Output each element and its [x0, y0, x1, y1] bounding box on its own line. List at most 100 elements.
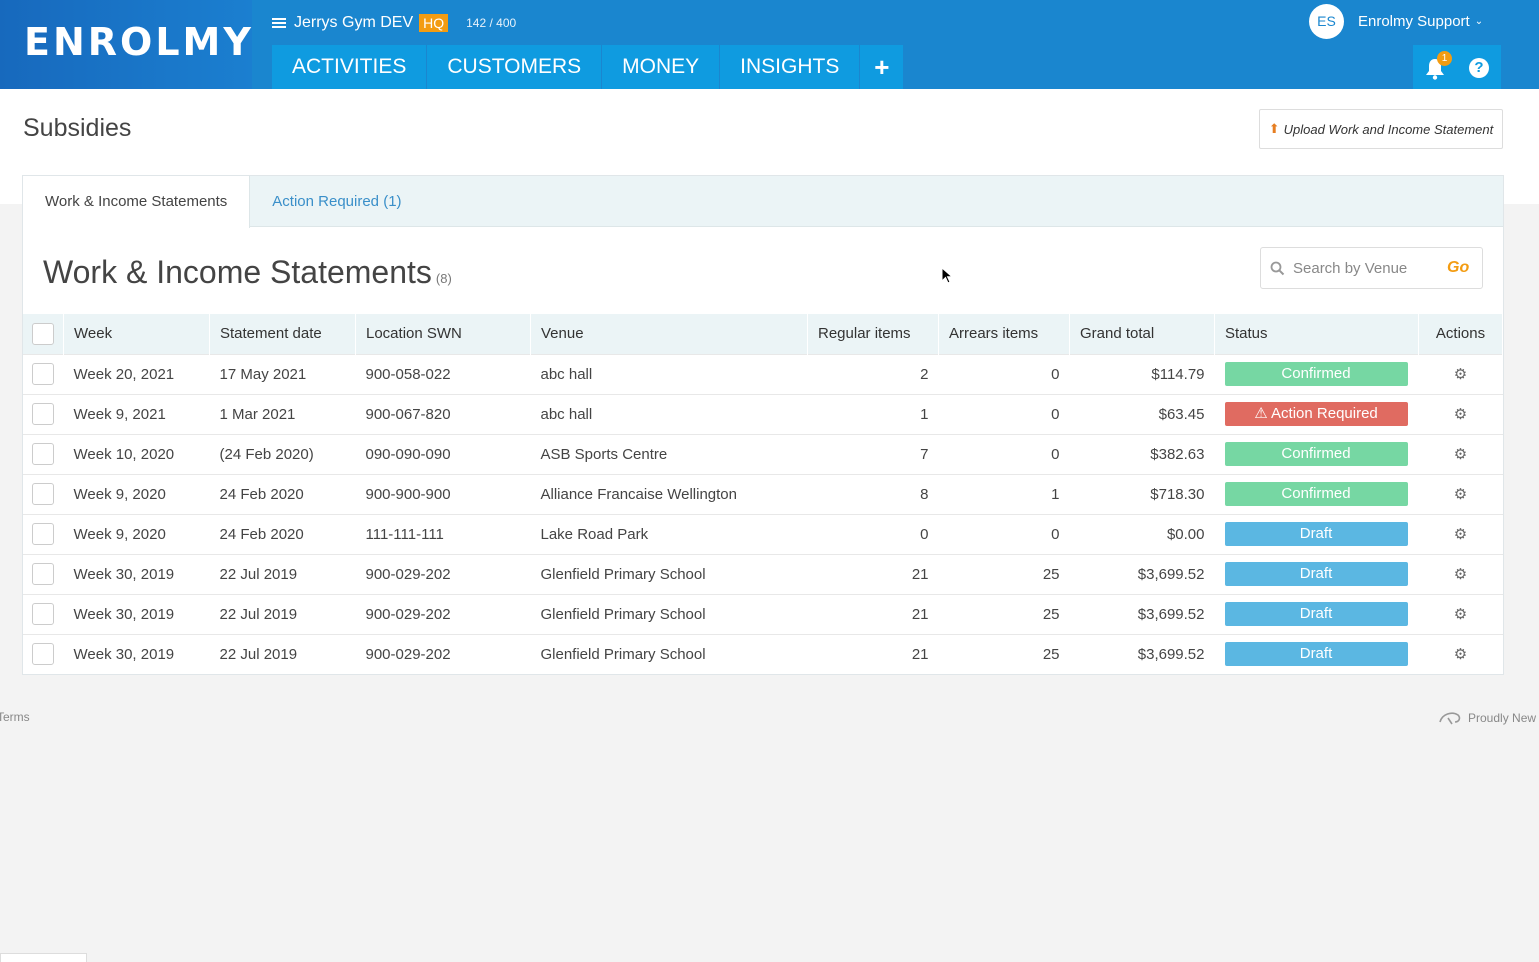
- table-row[interactable]: Week 30, 2019 22 Jul 2019 900-029-202 Glenf…: [23, 553, 1503, 594]
- org-switcher[interactable]: Jerrys Gym DEV HQ 142 / 400: [272, 12, 516, 34]
- table-row[interactable]: Week 30, 2019 22 Jul 2019 900-029-202 Glenf…: [23, 633, 1503, 674]
- add-plus-button[interactable]: +: [860, 45, 905, 89]
- row-select-cell: [23, 553, 64, 594]
- question-icon: ?: [1469, 58, 1489, 78]
- upload-button-label: Upload Work and Income Statement: [1283, 121, 1494, 137]
- arrears-items-cell: 0: [938, 393, 1070, 434]
- col-regular-items[interactable]: Regular items: [807, 314, 939, 354]
- upload-icon: ⬆: [1268, 121, 1280, 136]
- search-input[interactable]: [1293, 259, 1443, 277]
- grand-total-cell: $382.63: [1069, 433, 1215, 474]
- venue-cell: Glenfield Primary School: [530, 553, 808, 594]
- avatar[interactable]: ES: [1309, 4, 1344, 39]
- notifications-button[interactable]: 1: [1413, 45, 1457, 89]
- quota-counter: 142 / 400: [466, 16, 517, 30]
- row-select-cell: [23, 513, 64, 554]
- gear-icon[interactable]: ⚙: [1453, 646, 1468, 664]
- venue-cell: Lake Road Park: [530, 513, 808, 554]
- venue-cell: Glenfield Primary School: [530, 593, 808, 634]
- status-label: Action Required: [1271, 405, 1378, 422]
- location-swn-cell: 900-029-202: [355, 593, 531, 634]
- row-checkbox[interactable]: [32, 483, 54, 505]
- grand-total-cell: $718.30: [1069, 473, 1215, 514]
- gear-icon[interactable]: ⚙: [1453, 446, 1468, 463]
- chevron-down-icon: ⌄: [1474, 16, 1484, 27]
- top-navigation-bar: ENROLMY Jerrys Gym DEV HQ 142 / 400 ACTI…: [0, 0, 1539, 89]
- row-checkbox[interactable]: [32, 563, 54, 585]
- arrears-items-cell: 25: [938, 633, 1070, 674]
- col-status[interactable]: Status: [1214, 314, 1419, 354]
- table-row[interactable]: Week 30, 2019 22 Jul 2019 900-029-202 Glenf…: [23, 593, 1503, 634]
- statement-date-cell: (24 Feb 2020): [209, 433, 356, 474]
- col-grand-total[interactable]: Grand total: [1069, 314, 1215, 354]
- brand-area: ENROLMY: [0, 0, 252, 89]
- status-cell: Confirmed: [1214, 473, 1419, 514]
- regular-items-cell: 2: [807, 353, 939, 394]
- actions-cell: ⚙: [1418, 353, 1503, 394]
- row-checkbox[interactable]: [32, 403, 54, 425]
- col-statement-date[interactable]: Statement date: [209, 314, 356, 354]
- gear-icon[interactable]: ⚙: [1453, 526, 1468, 543]
- gear-icon[interactable]: ⚙: [1453, 606, 1468, 623]
- regular-items-cell: 21: [807, 553, 939, 594]
- row-checkbox[interactable]: [32, 363, 54, 385]
- row-checkbox[interactable]: [32, 443, 54, 465]
- status-label: Confirmed: [1281, 485, 1351, 502]
- nav-tab-customers[interactable]: CUSTOMERS: [427, 45, 603, 89]
- row-checkbox[interactable]: [32, 523, 54, 545]
- select-all-checkbox[interactable]: [32, 322, 54, 345]
- hamburger-menu-icon[interactable]: [272, 18, 286, 28]
- gear-icon[interactable]: ⚙: [1453, 406, 1468, 423]
- col-venue[interactable]: Venue: [530, 314, 808, 354]
- section-title: Work & Income Statements (8): [43, 254, 452, 291]
- status-label: Draft: [1299, 645, 1333, 663]
- row-checkbox[interactable]: [32, 603, 54, 625]
- nav-tab-money[interactable]: MONEY: [602, 45, 721, 89]
- enrolmy-logo[interactable]: ENROLMY: [24, 20, 254, 64]
- tab-action-required[interactable]: Action Required (1): [272, 193, 402, 210]
- venue-cell: Alliance Francaise Wellington: [530, 473, 808, 514]
- nav-tab-insights[interactable]: INSIGHTS: [720, 45, 861, 89]
- status-badge: Draft: [1224, 602, 1408, 626]
- regular-items-cell: 21: [807, 593, 939, 634]
- regular-items-cell: 21: [807, 633, 939, 674]
- col-location-swn[interactable]: Location SWN: [355, 314, 531, 354]
- warning-icon: ⚠: [1254, 405, 1272, 422]
- proudly-nz-footer: Proudly New: [1438, 710, 1536, 726]
- actions-cell: ⚙: [1418, 633, 1503, 674]
- nz-fern-icon: [1439, 712, 1461, 725]
- user-menu[interactable]: ES Enrolmy Support ⌄: [1309, 4, 1483, 39]
- terms-link[interactable]: Terms: [0, 710, 30, 724]
- gear-icon[interactable]: ⚙: [1453, 566, 1468, 583]
- tab-work-income-statements[interactable]: Work & Income Statements: [23, 176, 251, 228]
- org-name[interactable]: Jerrys Gym DEV: [294, 14, 414, 31]
- status-badge: Confirmed: [1224, 362, 1408, 386]
- col-arrears-items[interactable]: Arrears items: [938, 314, 1070, 354]
- table-row[interactable]: Week 9, 2020 24 Feb 2020 111-111-111 Lake R…: [23, 513, 1503, 554]
- gear-icon[interactable]: ⚙: [1453, 486, 1468, 503]
- row-select-cell: [23, 353, 64, 394]
- gear-icon[interactable]: ⚙: [1453, 366, 1468, 383]
- week-cell: Week 30, 2019: [63, 633, 210, 674]
- location-swn-cell: 900-029-202: [355, 633, 531, 674]
- table-row[interactable]: Week 10, 2020 (24 Feb 2020) 090-090-090 ASB…: [23, 433, 1503, 474]
- upload-statement-button[interactable]: ⬆ Upload Work and Income Statement: [1259, 109, 1503, 149]
- statement-date-cell: 22 Jul 2019: [209, 553, 356, 594]
- col-week[interactable]: Week: [63, 314, 210, 354]
- week-cell: Week 30, 2019: [63, 553, 210, 594]
- row-checkbox[interactable]: [32, 643, 54, 666]
- table-row[interactable]: Week 20, 2021 17 May 2021 900-058-022 abc h…: [23, 353, 1503, 394]
- grand-total-cell: $3,699.52: [1069, 553, 1215, 594]
- user-name[interactable]: Enrolmy Support: [1358, 13, 1470, 30]
- table-row[interactable]: Week 9, 2021 1 Mar 2021 900-067-820 abc hal…: [23, 393, 1503, 434]
- section-title-text: Work & Income Statements: [43, 254, 432, 290]
- arrears-items-cell: 25: [938, 553, 1070, 594]
- nav-tab-activities[interactable]: ACTIVITIES: [272, 45, 428, 89]
- statement-date-cell: 24 Feb 2020: [209, 473, 356, 514]
- statement-date-cell: 17 May 2021: [209, 353, 356, 394]
- help-button[interactable]: ?: [1457, 45, 1501, 89]
- table-row[interactable]: Week 9, 2020 24 Feb 2020 900-900-900 Allian…: [23, 473, 1503, 514]
- search-go-button[interactable]: Go: [1447, 259, 1470, 276]
- statement-date-cell: 22 Jul 2019: [209, 633, 356, 674]
- status-label: Draft: [1299, 525, 1333, 542]
